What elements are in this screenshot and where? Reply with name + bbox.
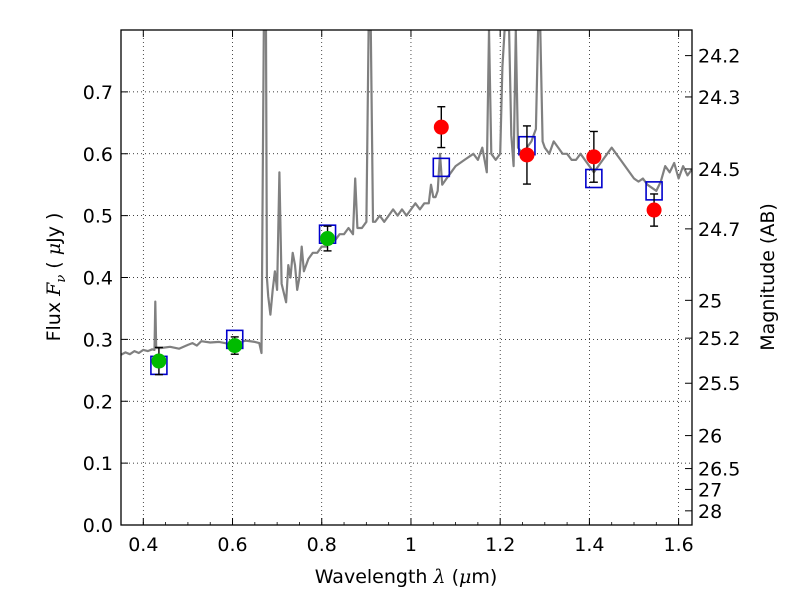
x-tick-label: 1.4 (574, 534, 604, 556)
y-tick-label: 0.4 (83, 268, 113, 290)
y2-tick-label: 26 (698, 426, 722, 448)
y2-tick-label: 25 (698, 290, 722, 312)
x-tick-label: 0.8 (307, 534, 337, 556)
y2-tick-label: 24.7 (698, 219, 740, 241)
y2-tick-label: 24.3 (698, 87, 740, 109)
y2-tick-label: 25.2 (698, 328, 740, 350)
observed-point (151, 353, 167, 369)
y-tick-label: 0.2 (83, 391, 113, 413)
y-tick-label: 0.6 (83, 144, 113, 166)
y2-tick-label: 25.5 (698, 373, 740, 395)
observed-point (227, 338, 243, 354)
series-layer (121, 30, 692, 376)
observed-point (519, 147, 535, 163)
y-tick-label: 0.7 (83, 82, 113, 104)
y2-tick-label: 28 (698, 501, 722, 523)
y2-tick-label: 24.2 (698, 46, 740, 68)
model-point-square (432, 157, 451, 178)
spectrum-line (121, 30, 692, 356)
grid-layer (121, 30, 692, 526)
x-tick-label: 1 (405, 534, 417, 556)
x-tick-label: 0.4 (128, 534, 158, 556)
y-tick-label: 0.1 (83, 453, 113, 475)
y-axis-label: Flux Fν ( μJy ) (43, 213, 69, 342)
x-tick-label: 1.2 (485, 534, 515, 556)
y2-tick-label: 24.5 (698, 159, 740, 181)
y2-tick-label: 26.5 (698, 459, 740, 481)
observed-point (586, 149, 602, 165)
x-axis-label: Wavelength λ (μm) (315, 566, 498, 588)
y-tick-label: 0.5 (83, 206, 113, 228)
y-tick-label: 0.0 (83, 515, 113, 537)
y2-axis-label: Magnitude (AB) (757, 203, 779, 351)
observed-point (433, 119, 449, 135)
plot-frame (120, 29, 693, 526)
x-tick-label: 0.6 (217, 534, 247, 556)
tick-layer: 0.4 0.6 0.8 1 1.2 1.4 1.6 0.0 0.1 0.2 0.3 0.4 0.5 0.6… (83, 30, 740, 556)
x-tick-label: 1.6 (664, 534, 694, 556)
y2-tick-label: 27 (698, 479, 722, 501)
observed-point (320, 231, 336, 247)
y-tick-label: 0.3 (83, 329, 113, 351)
observed-point (646, 202, 662, 218)
